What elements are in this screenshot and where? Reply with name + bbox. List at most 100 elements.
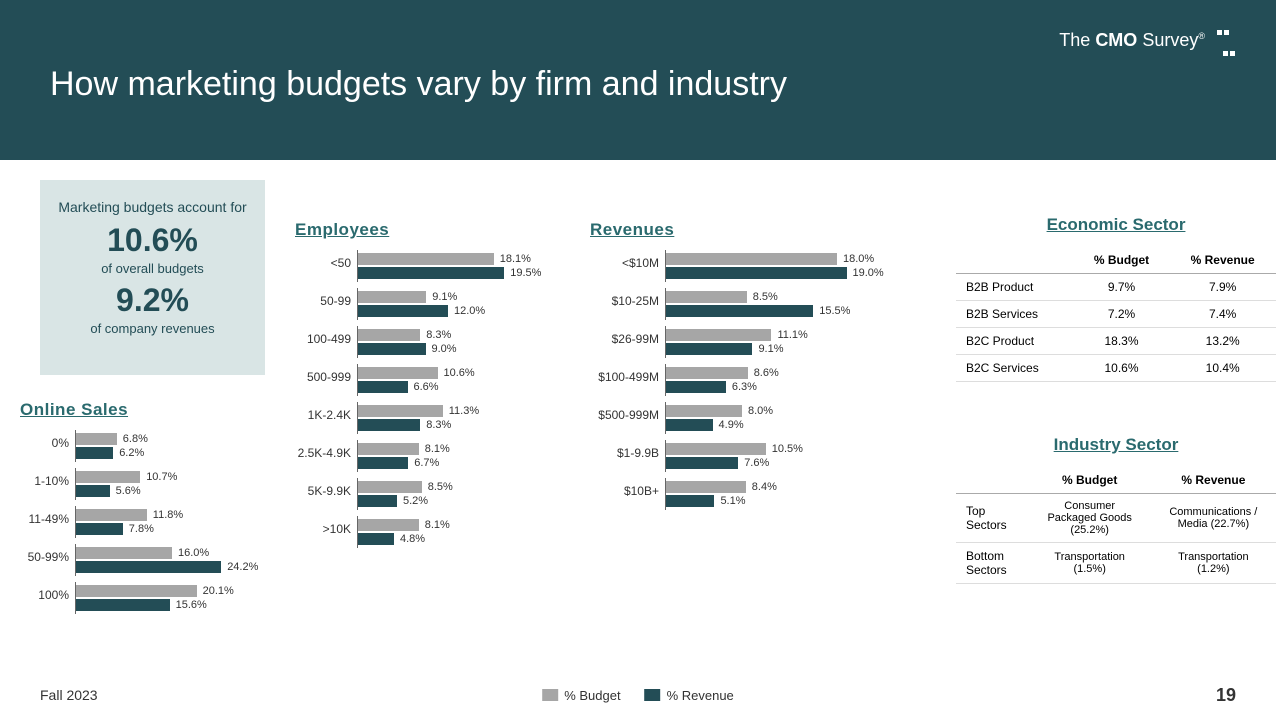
bars-group: 8.4%5.1% (665, 478, 890, 510)
bar (666, 343, 752, 355)
bar-revenue: 15.6% (76, 598, 280, 612)
bar-value: 6.2% (119, 447, 144, 459)
table-cell: 7.4% (1169, 301, 1276, 328)
bar-revenue: 9.0% (358, 342, 575, 356)
bar (666, 405, 742, 417)
row-label: $10B+ (590, 478, 665, 498)
chart-row: >10K8.1%4.8% (295, 516, 575, 548)
bar (666, 253, 837, 265)
bar-value: 11.3% (449, 405, 479, 417)
bar-revenue: 15.5% (666, 304, 890, 318)
table-cell: B2C Product (956, 328, 1074, 355)
bar-value: 16.0% (178, 547, 209, 559)
bar (666, 381, 726, 393)
bars-group: 10.6%6.6% (357, 364, 575, 396)
logo-pre: The (1059, 30, 1095, 50)
bar-value: 8.1% (425, 519, 450, 531)
bar-value: 19.0% (853, 267, 884, 279)
bar-revenue: 6.7% (358, 456, 575, 470)
bar (358, 405, 443, 417)
bar-revenue: 6.6% (358, 380, 575, 394)
bar (358, 291, 426, 303)
bar (666, 305, 813, 317)
bar (666, 495, 714, 507)
table-cell: 7.9% (1169, 274, 1276, 301)
bar-budget: 8.5% (666, 290, 890, 304)
bar-revenue: 19.5% (358, 266, 575, 280)
table-cell: Communications / Media (22.7%) (1151, 494, 1276, 543)
table-cell: Transportation (1.2%) (1151, 543, 1276, 584)
chart-employees: Employees <5018.1%19.5%50-999.1%12.0%100… (295, 220, 575, 554)
table-cell: 10.6% (1074, 355, 1170, 382)
bar-value: 8.5% (753, 291, 778, 303)
row-label: $500-999M (590, 402, 665, 422)
chart-row: 100-4998.3%9.0% (295, 326, 575, 358)
bar (358, 253, 494, 265)
chart-row: 11-49%11.8%7.8% (20, 506, 280, 538)
bar-revenue: 12.0% (358, 304, 575, 318)
bar-revenue: 9.1% (666, 342, 890, 356)
row-label: <50 (295, 250, 357, 270)
callout-sub1: of overall budgets (50, 261, 255, 276)
bar-revenue: 24.2% (76, 560, 280, 574)
callout-pct2: 9.2% (50, 282, 255, 319)
table-row: B2B Product9.7%7.9% (956, 274, 1276, 301)
bar-revenue: 4.9% (666, 418, 890, 432)
bar (666, 457, 738, 469)
legend-revenue: % Revenue (645, 688, 734, 703)
bar (666, 267, 847, 279)
chart-title-revenues: Revenues (590, 220, 890, 240)
row-label: 100% (20, 582, 75, 602)
swatch-revenue-icon (645, 689, 661, 701)
legend-budget: % Budget (542, 688, 620, 703)
table-header: % Revenue (1151, 467, 1276, 494)
bar (358, 457, 408, 469)
bar-value: 6.8% (123, 433, 148, 445)
bar (666, 329, 771, 341)
row-label: 2.5K-4.9K (295, 440, 357, 460)
table-header: % Budget (1074, 247, 1170, 274)
bars-group: 8.3%9.0% (357, 326, 575, 358)
bar-budget: 11.1% (666, 328, 890, 342)
bar (666, 443, 766, 455)
economic-sector-table: Economic Sector % Budget% RevenueB2B Pro… (956, 215, 1276, 382)
bar (358, 533, 394, 545)
row-label: 50-99% (20, 544, 75, 564)
bar-budget: 8.6% (666, 366, 890, 380)
bars-group: 11.1%9.1% (665, 326, 890, 358)
table-row: B2C Services10.6%10.4% (956, 355, 1276, 382)
bars-group: 6.8% 6.2% (75, 430, 280, 462)
row-label: 5K-9.9K (295, 478, 357, 498)
bar (76, 561, 221, 573)
bar-value: 8.5% (428, 481, 453, 493)
page-title: How marketing budgets vary by firm and i… (50, 65, 1226, 104)
bar (76, 585, 197, 597)
callout-intro: Marketing budgets account for (50, 198, 255, 216)
bar-value: 9.1% (432, 291, 457, 303)
bar-value: 20.1% (203, 585, 234, 597)
bars-group: 20.1%15.6% (75, 582, 280, 614)
table-header (956, 467, 1029, 494)
bar-value: 9.1% (758, 343, 783, 355)
row-label: 50-99 (295, 288, 357, 308)
chart-title-employees: Employees (295, 220, 575, 240)
bar (76, 599, 170, 611)
bar (358, 267, 504, 279)
bar-value: 18.0% (843, 253, 874, 265)
bar-revenue: 8.3% (358, 418, 575, 432)
bar-value: 5.2% (403, 495, 428, 507)
chart-row: <$10M18.0%19.0% (590, 250, 890, 282)
chart-row: 500-99910.6%6.6% (295, 364, 575, 396)
bar-revenue: 7.6% (666, 456, 890, 470)
bars-group: 8.6%6.3% (665, 364, 890, 396)
bar-value: 7.8% (129, 523, 154, 535)
bars-group: 9.1%12.0% (357, 288, 575, 320)
bar-value: 8.4% (752, 481, 777, 493)
bar-value: 5.6% (116, 485, 141, 497)
chart-revenues: Revenues <$10M18.0%19.0%$10-25M8.5%15.5%… (590, 220, 890, 516)
bar-budget: 8.0% (666, 404, 890, 418)
bars-group: 8.1%6.7% (357, 440, 575, 472)
bar (358, 481, 422, 493)
table-cell: B2C Services (956, 355, 1074, 382)
slide-header: The CMO Survey® How marketing budgets va… (0, 0, 1276, 160)
